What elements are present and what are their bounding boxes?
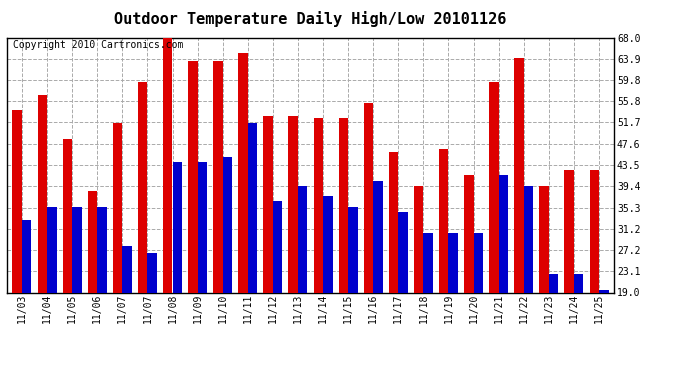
Bar bbox=[414, 186, 424, 375]
Bar bbox=[22, 220, 32, 375]
Bar bbox=[448, 232, 458, 375]
Bar bbox=[540, 186, 549, 375]
Bar bbox=[112, 123, 122, 375]
Bar bbox=[424, 232, 433, 375]
Bar bbox=[348, 207, 357, 375]
Bar bbox=[47, 207, 57, 375]
Bar bbox=[163, 38, 172, 375]
Bar bbox=[298, 186, 308, 375]
Bar bbox=[264, 116, 273, 375]
Bar bbox=[439, 149, 449, 375]
Bar bbox=[564, 170, 574, 375]
Bar bbox=[63, 139, 72, 375]
Bar bbox=[499, 176, 509, 375]
Bar bbox=[313, 118, 323, 375]
Bar bbox=[37, 95, 47, 375]
Bar bbox=[589, 170, 599, 375]
Bar bbox=[339, 118, 348, 375]
Bar bbox=[138, 82, 148, 375]
Bar bbox=[12, 110, 22, 375]
Bar bbox=[398, 212, 408, 375]
Bar bbox=[549, 274, 558, 375]
Bar bbox=[489, 82, 499, 375]
Bar bbox=[323, 196, 333, 375]
Bar bbox=[288, 116, 298, 375]
Bar bbox=[464, 176, 473, 375]
Bar bbox=[188, 61, 197, 375]
Bar bbox=[574, 274, 584, 375]
Bar bbox=[473, 232, 483, 375]
Bar bbox=[88, 191, 97, 375]
Bar bbox=[388, 152, 398, 375]
Bar bbox=[197, 162, 207, 375]
Bar bbox=[238, 53, 248, 375]
Bar bbox=[524, 186, 533, 375]
Bar bbox=[148, 254, 157, 375]
Bar bbox=[373, 181, 383, 375]
Bar bbox=[172, 162, 182, 375]
Text: Copyright 2010 Cartronics.com: Copyright 2010 Cartronics.com bbox=[13, 40, 184, 50]
Bar bbox=[122, 246, 132, 375]
Bar bbox=[223, 157, 233, 375]
Bar bbox=[97, 207, 107, 375]
Bar bbox=[514, 58, 524, 375]
Text: Outdoor Temperature Daily High/Low 20101126: Outdoor Temperature Daily High/Low 20101… bbox=[115, 11, 506, 27]
Bar bbox=[248, 123, 257, 375]
Bar bbox=[72, 207, 81, 375]
Bar bbox=[364, 102, 373, 375]
Bar bbox=[273, 201, 282, 375]
Bar bbox=[599, 290, 609, 375]
Bar bbox=[213, 61, 223, 375]
